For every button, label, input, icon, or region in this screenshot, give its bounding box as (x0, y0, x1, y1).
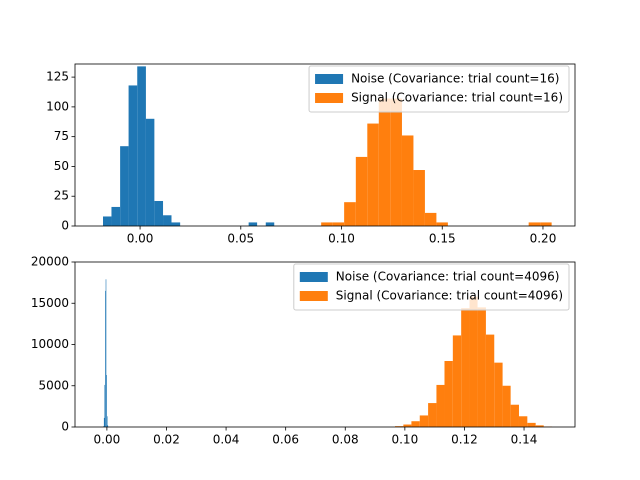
histogram-bar (485, 334, 495, 427)
histogram-bar (171, 222, 181, 226)
histogram-bar (248, 222, 258, 226)
y-tick-label: 25 (54, 189, 69, 203)
x-tick-label: 0.06 (272, 433, 299, 447)
x-tick-label: 0.12 (451, 433, 478, 447)
y-tick-label: 0 (61, 420, 69, 434)
axes: 0.00 0.02 0.04 0.06 0.08 0.10 0.12 0.14 0 5000 100… (31, 255, 576, 447)
x-tick-label: 0.20 (530, 232, 557, 246)
histogram-bar (107, 425, 109, 427)
x-tick-label: 0.10 (391, 433, 418, 447)
legend-swatch (299, 291, 328, 301)
histogram-bar (395, 426, 404, 427)
histogram-bar (424, 212, 437, 226)
histogram-bar (105, 279, 107, 427)
y-tick-label: 75 (54, 129, 69, 143)
histogram-bar (401, 135, 414, 226)
histogram-bar (428, 403, 437, 427)
legend-box (293, 263, 570, 311)
histogram-bar (411, 421, 420, 427)
histogram-bar (461, 308, 470, 427)
histogram-bar (163, 215, 172, 226)
legend-label: Noise (Covariance: trial count=4096) (336, 270, 560, 284)
x-tick-label: 0.00 (127, 232, 154, 246)
histogram-bar (154, 200, 164, 226)
histogram-bar (436, 222, 448, 226)
histogram-bar (103, 216, 112, 226)
legend: Noise (Covariance: trial count=4096) Sign… (293, 263, 570, 311)
x-tick-label: 0.02 (153, 433, 180, 447)
histogram-bar (103, 417, 105, 427)
axes-frame (74, 63, 576, 227)
histogram-bar (128, 85, 138, 226)
x-tick-label: 0.15 (429, 232, 456, 246)
histogram-bar (444, 361, 453, 427)
histogram-bar (103, 426, 104, 427)
histogram-bar (535, 425, 544, 427)
histogram-bar (528, 222, 541, 226)
histogram-bar (436, 384, 445, 427)
histogram-bar (111, 206, 121, 226)
histogram-bar (104, 384, 106, 427)
histogram-bar (527, 422, 536, 427)
histogram-bar (378, 98, 391, 226)
histogram-bar (419, 415, 429, 427)
histogram-bar (344, 202, 356, 226)
y-tick-label: 20000 (31, 255, 69, 269)
histogram-bar (367, 123, 379, 226)
histogram-bar (510, 404, 519, 427)
x-tick-label: 0.00 (94, 433, 121, 447)
legend-label: Noise (Covariance: trial count=16) (351, 72, 559, 86)
y-tick-label: 10000 (31, 337, 69, 351)
histogram-bar (105, 290, 106, 427)
legend: Noise (Covariance: trial count=16) Signal… (308, 65, 570, 113)
x-tick-label: 0.10 (328, 232, 355, 246)
histogram-bar (106, 375, 107, 427)
y-tick-label: 125 (46, 70, 69, 84)
histogram-bar (494, 362, 503, 427)
histogram-bar (321, 222, 333, 226)
histogram-bar (137, 66, 146, 226)
histogram-bar (540, 222, 552, 226)
histogram-bar (413, 170, 425, 226)
legend-swatch (299, 272, 328, 282)
y-tick-label: 100 (46, 99, 69, 113)
histogram-bar (332, 222, 345, 226)
y-tick-label: 0 (61, 219, 69, 233)
x-tick-label: 0.05 (227, 232, 254, 246)
legend-swatch (315, 93, 344, 103)
histogram-bar (502, 385, 511, 427)
histogram-bar (265, 222, 275, 226)
histogram-bar (403, 424, 412, 427)
legend-box (308, 65, 570, 113)
legend-label: Signal (Covariance: trial count=4096) (336, 289, 563, 303)
histogram-bar (477, 307, 486, 427)
y-tick-label: 5000 (38, 378, 69, 392)
x-tick-label: 0.08 (332, 433, 359, 447)
y-tick-label: 15000 (31, 296, 69, 310)
histogram-bar (106, 416, 108, 427)
histogram-bar (390, 98, 402, 226)
histogram-bar (145, 118, 155, 226)
x-tick-label: 0.04 (213, 433, 240, 447)
histogram-bar (469, 296, 478, 427)
histogram-bar (355, 156, 368, 226)
histogram-bar (452, 335, 462, 427)
legend-swatch (315, 74, 344, 84)
legend-label: Signal (Covariance: trial count=16) (351, 91, 563, 105)
y-tick-label: 50 (54, 159, 69, 173)
histogram-bar (518, 416, 528, 427)
histogram-bar (120, 146, 129, 226)
x-tick-label: 0.14 (511, 433, 538, 447)
axes: 0.00 0.05 0.10 0.15 0.20 0 25 50 75 100 125 Noise (… (46, 63, 576, 246)
